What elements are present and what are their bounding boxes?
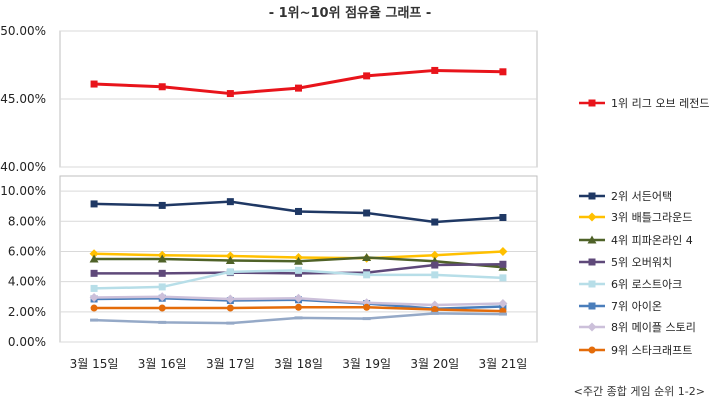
lower-series-5-point [363,271,371,279]
upper-series-1-point [431,66,439,74]
footnote: <주간 종합 게임 순위 1-2> [574,385,705,398]
lower-series-5-point [295,266,302,274]
lower-series-2-point [89,249,99,259]
legend-label: 4위 피파온라인 4 [611,234,693,247]
x-tick-label: 3월 19일 [342,357,391,371]
lower-series-3-point [294,256,303,265]
legend-label: 1위 리그 오브 레전드 [611,97,709,110]
legend-label: 6위 로스트아크 [611,278,682,291]
lower-series-7-point [498,299,508,309]
lower-series-8-point [90,304,98,312]
upper-y-tick-label: 40.00% [0,160,46,174]
legend-swatch-marker [587,212,597,222]
x-tick-label: 3월 17일 [206,357,255,371]
upper-series-1-point [295,84,302,92]
upper-series-1-point [90,80,98,88]
x-tick-label: 3월 18일 [274,357,323,371]
legend-label: 3위 배틀그라운드 [611,211,692,224]
lower-y-tick-label: 8.00% [8,214,46,228]
lower-series-7-point [89,292,99,302]
lower-panel: 10.00% 8.00% 6.00% 4.00% 2.00% 0.00% [0,175,538,349]
lower-series-1-point [158,201,166,209]
lower-series-4-point [499,260,507,268]
lower-series-2-point [498,246,508,256]
x-tick-label: 3월 21일 [479,357,528,371]
lower-series-9-point [158,320,167,324]
lower-series-5-point [499,274,507,282]
legend-swatch-marker [588,258,596,266]
lower-y-tick-label: 2.00% [8,305,46,319]
legend-swatch-marker [587,235,597,244]
lower-series-5-point [90,284,98,292]
upper-series-1-point [158,83,166,91]
lower-series-4-point [431,261,439,269]
x-tick-label: 3월 20일 [410,357,459,371]
lower-series-7-point [225,294,235,304]
legend-swatch-marker [588,302,596,310]
lower-series-4-point [90,269,98,277]
lower-series-3-point [362,252,372,261]
legend-label: 7위 아이온 [611,300,662,313]
lower-series-7-point [157,292,167,302]
lower-series-8-point [226,304,234,312]
lower-series-2-point [430,250,440,260]
lower-series-1-point [226,198,234,206]
lower-y-tick-label: 0.00% [8,335,46,349]
lower-series-9-point [90,318,99,322]
legend-label: 8위 메이플 스토리 [611,321,696,334]
lower-series-1-point [295,207,302,215]
lower-series-5-point [431,271,439,279]
lower-y-tick-label: 4.00% [8,275,46,289]
lower-series-2-point [225,251,235,261]
legend-label: 5위 오버워치 [611,256,672,269]
lower-series-3-point [89,254,99,263]
lower-series-1-point [431,218,439,226]
lower-series-9-point [430,311,439,315]
legend-label: 2위 서든어택 [611,190,672,203]
lower-series-3-point [225,256,235,265]
upper-series-1-point [499,68,507,76]
legend-swatch-marker [587,322,597,332]
lower-series-7-point [294,293,303,303]
lower-series-8-point [295,303,302,311]
legend-swatch-marker [588,99,596,107]
lower-series-1-point [363,209,371,217]
lower-series-9-point [226,321,235,325]
lower-series-5-point [226,268,234,276]
x-axis-ticks: 3월 15일 3월 16일 3월 17일 3월 18일 3월 19일 3월 20일 3월 2… [70,357,528,371]
legend: 1위 리그 오브 레전드 2위 서든어택 3위 배틀그라운드 4위 피파온라인 4 5위… [579,97,709,357]
x-tick-label: 3월 16일 [138,357,187,371]
upper-y-tick-label: 50.00% [0,24,46,38]
legend-swatch-marker [588,346,596,354]
lower-series-5-point [158,283,166,291]
chart-title: - 1위~10위 점유율 그래프 - [269,5,432,21]
lower-y-tick-label: 6.00% [8,244,46,258]
upper-series-1-point [363,72,371,80]
upper-series-1-point [226,90,234,98]
lower-series-1-point [90,200,98,208]
lower-series-1-point [499,214,507,221]
lower-series-8-point [158,304,166,312]
upper-y-tick-label: 45.00% [0,92,46,106]
lower-series-8-point [363,303,371,311]
lower-series-4-point [158,269,166,277]
lower-y-tick-label: 10.00% [0,184,46,198]
lower-series-9-point [294,316,303,320]
lower-series-3-point [157,254,167,263]
legend-swatch-marker [588,280,596,288]
legend-label: 9위 스타크래프트 [611,344,692,357]
lower-series-9-point [362,317,371,321]
legend-swatch-marker [588,192,596,200]
x-tick-label: 3월 15일 [70,357,119,371]
upper-panel: 50.00% 45.00% 40.00% [0,24,538,174]
lower-series-8-point [431,306,439,314]
lower-series-9-point [498,312,507,316]
